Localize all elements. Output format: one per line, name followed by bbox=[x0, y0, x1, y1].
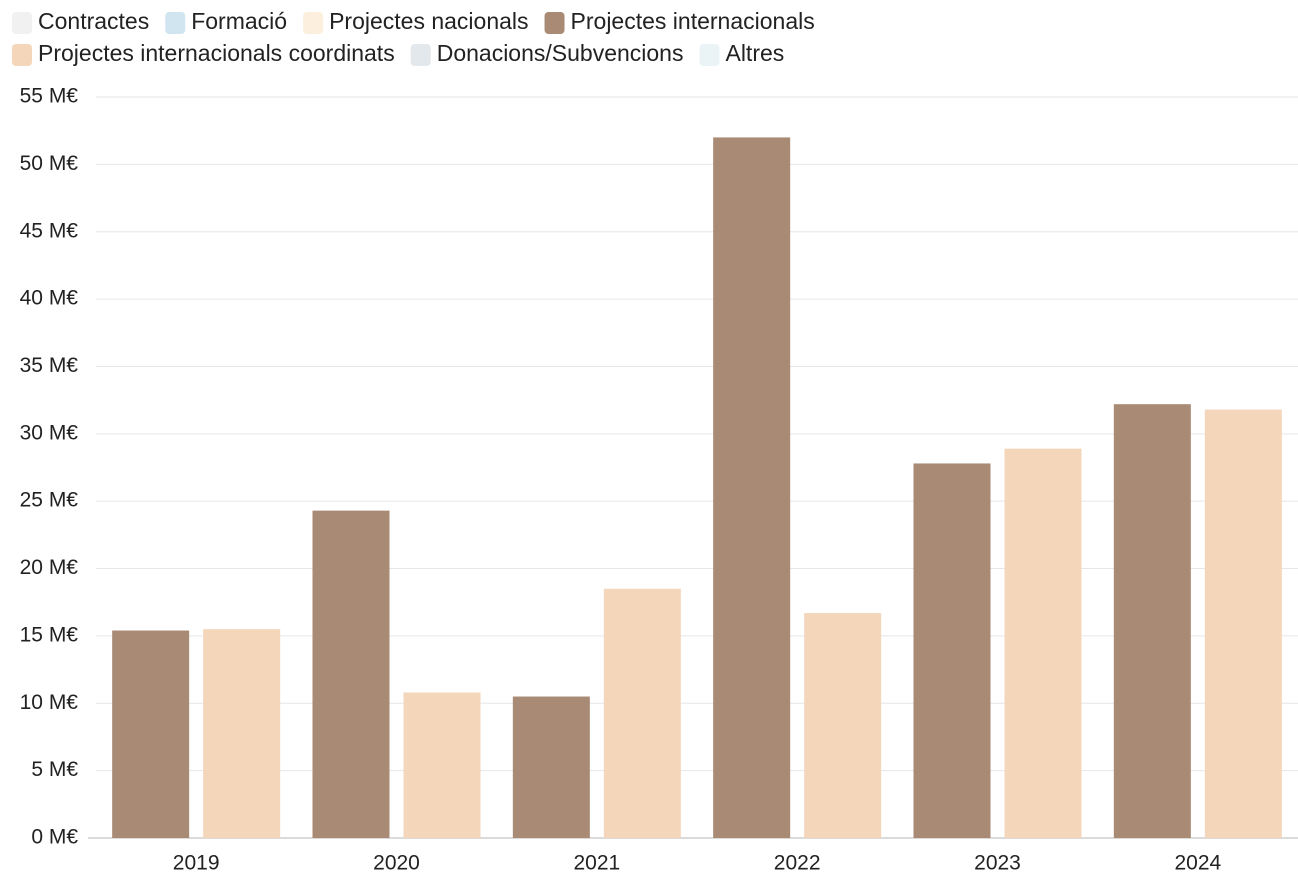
bar bbox=[112, 630, 190, 838]
x-tick-label: 2023 bbox=[974, 852, 1021, 875]
y-tick-label: 10 M€ bbox=[20, 691, 79, 714]
y-tick-label: 30 M€ bbox=[20, 421, 79, 444]
bar bbox=[603, 588, 681, 838]
y-tick-label: 5 M€ bbox=[31, 758, 78, 781]
y-tick-label: 45 M€ bbox=[20, 219, 79, 242]
bar bbox=[203, 629, 281, 838]
legend-label[interactable]: Contractes bbox=[38, 8, 149, 34]
y-tick-label: 15 M€ bbox=[20, 623, 79, 646]
bar bbox=[512, 696, 590, 838]
bar bbox=[1204, 409, 1282, 838]
legend-swatch bbox=[303, 12, 324, 34]
legend-label[interactable]: Formació bbox=[191, 8, 287, 34]
legend-label[interactable]: Projectes internacionals coordinats bbox=[38, 40, 395, 66]
x-tick-label: 2020 bbox=[373, 852, 420, 875]
y-tick-label: 35 M€ bbox=[20, 354, 79, 377]
bar bbox=[312, 510, 390, 838]
y-tick-label: 20 M€ bbox=[20, 556, 79, 579]
bar bbox=[913, 463, 991, 838]
y-tick-label: 55 M€ bbox=[20, 85, 79, 108]
bar bbox=[804, 613, 882, 838]
bar bbox=[403, 692, 481, 838]
bar bbox=[1004, 448, 1082, 838]
bar bbox=[713, 137, 791, 838]
legend-swatch bbox=[12, 12, 32, 34]
x-tick-label: 2021 bbox=[573, 852, 620, 875]
legend-label[interactable]: Projectes internacionals bbox=[571, 8, 815, 34]
legend-label[interactable]: Projectes nacionals bbox=[329, 8, 528, 34]
y-tick-label: 0 M€ bbox=[31, 826, 78, 849]
legend-swatch bbox=[699, 44, 720, 66]
x-tick-label: 2024 bbox=[1174, 852, 1221, 875]
legend-swatch bbox=[410, 44, 431, 66]
y-tick-label: 40 M€ bbox=[20, 287, 79, 310]
legend-swatch bbox=[544, 12, 565, 34]
y-tick-label: 25 M€ bbox=[20, 489, 79, 512]
legend-swatch bbox=[165, 12, 186, 34]
legend-label[interactable]: Donacions/Subvencions bbox=[437, 40, 684, 66]
legend-swatch bbox=[12, 44, 32, 66]
legend-label[interactable]: Altres bbox=[725, 40, 784, 66]
x-tick-label: 2019 bbox=[173, 852, 220, 875]
x-tick-label: 2022 bbox=[774, 852, 821, 875]
bar bbox=[1113, 404, 1191, 838]
y-tick-label: 50 M€ bbox=[20, 152, 79, 175]
